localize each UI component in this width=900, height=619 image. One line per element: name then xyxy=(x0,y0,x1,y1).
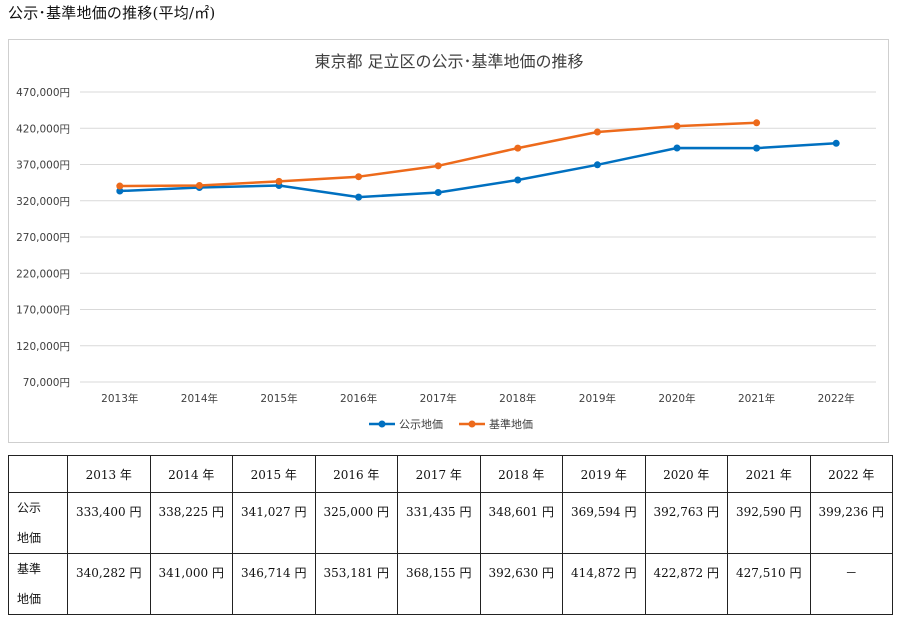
table-cell: 392,630 円 xyxy=(479,553,563,615)
table-header-cell: 2021 年 xyxy=(727,455,811,493)
y-tick-label: 220,000円 xyxy=(16,268,70,280)
table-header-cell: 2020 年 xyxy=(644,455,728,493)
row-label-line: 地価 xyxy=(17,531,42,545)
table-header-cell: 2014 年 xyxy=(149,455,233,493)
table-row-koji: 公示 地価 333,400 円 338,225 円 341,027 円 325,… xyxy=(8,492,893,554)
table-cell: 368,155 円 xyxy=(397,553,481,615)
table-header-cell: 2013 年 xyxy=(67,455,151,493)
table-cell: 392,590 円 xyxy=(727,492,811,554)
table-cell: 346,714 円 xyxy=(232,553,316,615)
legend-marker xyxy=(468,420,476,428)
y-tick-label: 370,000円 xyxy=(16,160,70,172)
table-header-cell: 2018 年 xyxy=(479,455,563,493)
data-point xyxy=(673,144,681,152)
table-header-row: 2013 年 2014 年 2015 年 2016 年 2017 年 2018 … xyxy=(8,455,893,493)
table-cell: 414,872 円 xyxy=(562,553,646,615)
x-tick-label: 2022年 xyxy=(818,392,855,405)
table-cell: 340,282 円 xyxy=(67,553,151,615)
data-point xyxy=(832,139,840,147)
data-point xyxy=(673,122,681,130)
y-tick-label: 70,000円 xyxy=(23,377,70,389)
x-tick-label: 2017年 xyxy=(420,392,457,405)
chart-container: 東京都 足立区の公示･基準地価の推移 70,000円 120,000円 170,00… xyxy=(8,39,889,443)
series-line-0 xyxy=(119,142,837,199)
table-header-cell: 2017 年 xyxy=(397,455,481,493)
y-tick-label: 120,000円 xyxy=(16,341,70,353)
y-axis-ticks: 70,000円 120,000円 170,000円 220,000円 270,000円 3… xyxy=(16,87,70,389)
table-cell: 348,601 円 xyxy=(479,492,563,554)
table-cell: 427,510 円 xyxy=(727,553,811,615)
row-label-koji: 公示 地価 xyxy=(8,492,68,554)
table-cell: 341,027 円 xyxy=(232,492,316,554)
x-tick-label: 2015年 xyxy=(260,392,297,405)
y-tick-label: 420,000円 xyxy=(16,123,70,135)
table-cell: 399,236 円 xyxy=(809,492,893,554)
table-header-cell xyxy=(8,455,68,493)
series-layer xyxy=(116,119,840,201)
table-cell: 331,435 円 xyxy=(397,492,481,554)
line-chart: 東京都 足立区の公示･基準地価の推移 70,000円 120,000円 170,00… xyxy=(16,52,876,431)
grid-layer xyxy=(80,91,876,383)
y-tick-label: 170,000円 xyxy=(16,305,70,317)
table-cell: 369,594 円 xyxy=(562,492,646,554)
row-label-line: 地価 xyxy=(17,592,42,606)
table-cell: 392,763 円 xyxy=(644,492,728,554)
x-tick-label: 2016年 xyxy=(340,392,377,405)
data-point xyxy=(434,188,442,196)
row-label-kijun: 基準 地価 xyxy=(8,553,68,615)
table-header-cell: 2016 年 xyxy=(314,455,398,493)
table-header-cell: 2022 年 xyxy=(809,455,893,493)
row-label-line: 基準 xyxy=(17,562,42,576)
series-line-1 xyxy=(119,121,757,188)
table-cell: － xyxy=(809,553,893,615)
chart-title: 東京都 足立区の公示･基準地価の推移 xyxy=(314,52,583,71)
data-point xyxy=(593,161,601,169)
data-point xyxy=(355,173,363,181)
page-title: 公示･基準地価の推移(平均/㎡) xyxy=(8,4,216,22)
x-tick-label: 2020年 xyxy=(658,392,695,405)
legend-label: 基準地価 xyxy=(489,417,533,431)
x-tick-label: 2021年 xyxy=(738,392,775,405)
data-point xyxy=(514,176,522,184)
table-header-cell: 2019 年 xyxy=(562,455,646,493)
x-tick-label: 2014年 xyxy=(181,392,218,405)
data-point xyxy=(116,187,124,195)
y-tick-label: 470,000円 xyxy=(16,87,70,99)
table-cell: 338,225 円 xyxy=(149,492,233,554)
table-header-cell: 2015 年 xyxy=(232,455,316,493)
y-tick-label: 270,000円 xyxy=(16,232,70,244)
data-point xyxy=(753,119,761,127)
legend-marker xyxy=(378,420,386,428)
row-label-line: 公示 xyxy=(17,501,42,515)
data-point xyxy=(116,182,124,190)
data-point xyxy=(593,128,601,136)
x-tick-label: 2013年 xyxy=(101,392,138,405)
data-point xyxy=(195,182,203,190)
data-point xyxy=(355,193,363,201)
data-point xyxy=(514,144,522,152)
table-cell: 353,181 円 xyxy=(314,553,398,615)
x-tick-label: 2018年 xyxy=(499,392,536,405)
table-cell: 333,400 円 xyxy=(67,492,151,554)
data-point xyxy=(434,162,442,170)
table-row-kijun: 基準 地価 340,282 円 341,000 円 346,714 円 353,… xyxy=(8,553,893,615)
x-tick-label: 2019年 xyxy=(579,392,616,405)
data-table: 2013 年 2014 年 2015 年 2016 年 2017 年 2018 … xyxy=(8,455,893,615)
x-axis-ticks: 2013年 2014年 2015年 2016年 2017年 2018年 2019年 2020年… xyxy=(101,392,855,405)
data-point xyxy=(275,177,283,185)
table-cell: 341,000 円 xyxy=(149,553,233,615)
data-point xyxy=(753,144,761,152)
table-cell: 325,000 円 xyxy=(314,492,398,554)
y-tick-label: 320,000円 xyxy=(16,196,70,208)
legend: 公示地価 基準地価 xyxy=(369,417,533,431)
legend-label: 公示地価 xyxy=(399,418,443,431)
table-cell: 422,872 円 xyxy=(644,553,728,615)
